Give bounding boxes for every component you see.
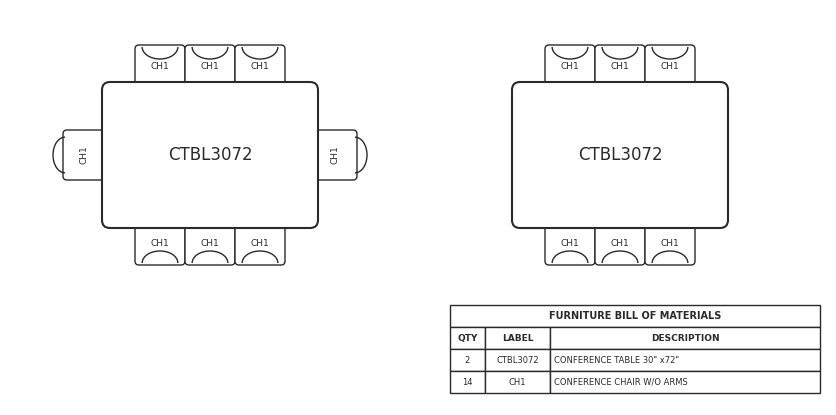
Text: CH1: CH1 (560, 62, 579, 71)
FancyBboxPatch shape (185, 222, 235, 265)
FancyBboxPatch shape (645, 45, 694, 88)
Text: CH1: CH1 (150, 239, 169, 248)
Bar (549, 371, 819, 393)
Bar (549, 349, 819, 371)
Bar (484, 349, 549, 371)
FancyBboxPatch shape (185, 45, 235, 88)
Text: CTBL3072: CTBL3072 (577, 146, 661, 164)
FancyBboxPatch shape (512, 82, 727, 228)
Text: CH1: CH1 (250, 62, 269, 71)
Text: CH1: CH1 (201, 62, 219, 71)
Text: FURNITURE BILL OF MATERIALS: FURNITURE BILL OF MATERIALS (548, 311, 721, 321)
Text: CONFERENCE TABLE 30" x72": CONFERENCE TABLE 30" x72" (553, 356, 678, 364)
Text: 14: 14 (461, 378, 472, 386)
FancyBboxPatch shape (102, 82, 318, 228)
Bar (450, 305, 819, 327)
Bar (450, 349, 484, 371)
Text: CH1: CH1 (508, 378, 526, 386)
FancyBboxPatch shape (594, 45, 645, 88)
FancyBboxPatch shape (135, 222, 185, 265)
FancyBboxPatch shape (544, 45, 594, 88)
FancyBboxPatch shape (314, 130, 357, 180)
FancyBboxPatch shape (135, 45, 185, 88)
Text: CH1: CH1 (660, 239, 679, 248)
Text: CH1: CH1 (610, 62, 629, 71)
Text: QTY: QTY (456, 334, 477, 342)
Bar (484, 327, 549, 349)
FancyBboxPatch shape (594, 222, 645, 265)
Text: CH1: CH1 (150, 62, 169, 71)
Text: CH1: CH1 (610, 239, 629, 248)
Text: CH1: CH1 (250, 239, 269, 248)
Text: CH1: CH1 (560, 239, 579, 248)
Text: CTBL3072: CTBL3072 (496, 356, 538, 364)
FancyBboxPatch shape (645, 222, 694, 265)
FancyBboxPatch shape (63, 130, 106, 180)
Text: CH1: CH1 (80, 146, 89, 164)
Text: 2: 2 (464, 356, 470, 364)
Text: CONFERENCE CHAIR W/O ARMS: CONFERENCE CHAIR W/O ARMS (553, 378, 687, 386)
FancyBboxPatch shape (235, 222, 285, 265)
Bar (549, 327, 819, 349)
Text: CH1: CH1 (201, 239, 219, 248)
Bar (450, 327, 484, 349)
Text: CH1: CH1 (660, 62, 679, 71)
Text: LABEL: LABEL (501, 334, 533, 342)
FancyBboxPatch shape (235, 45, 285, 88)
Text: CTBL3072: CTBL3072 (167, 146, 252, 164)
Bar (450, 371, 484, 393)
FancyBboxPatch shape (544, 222, 594, 265)
Text: DESCRIPTION: DESCRIPTION (650, 334, 718, 342)
Bar (484, 371, 549, 393)
Text: CH1: CH1 (330, 146, 339, 164)
